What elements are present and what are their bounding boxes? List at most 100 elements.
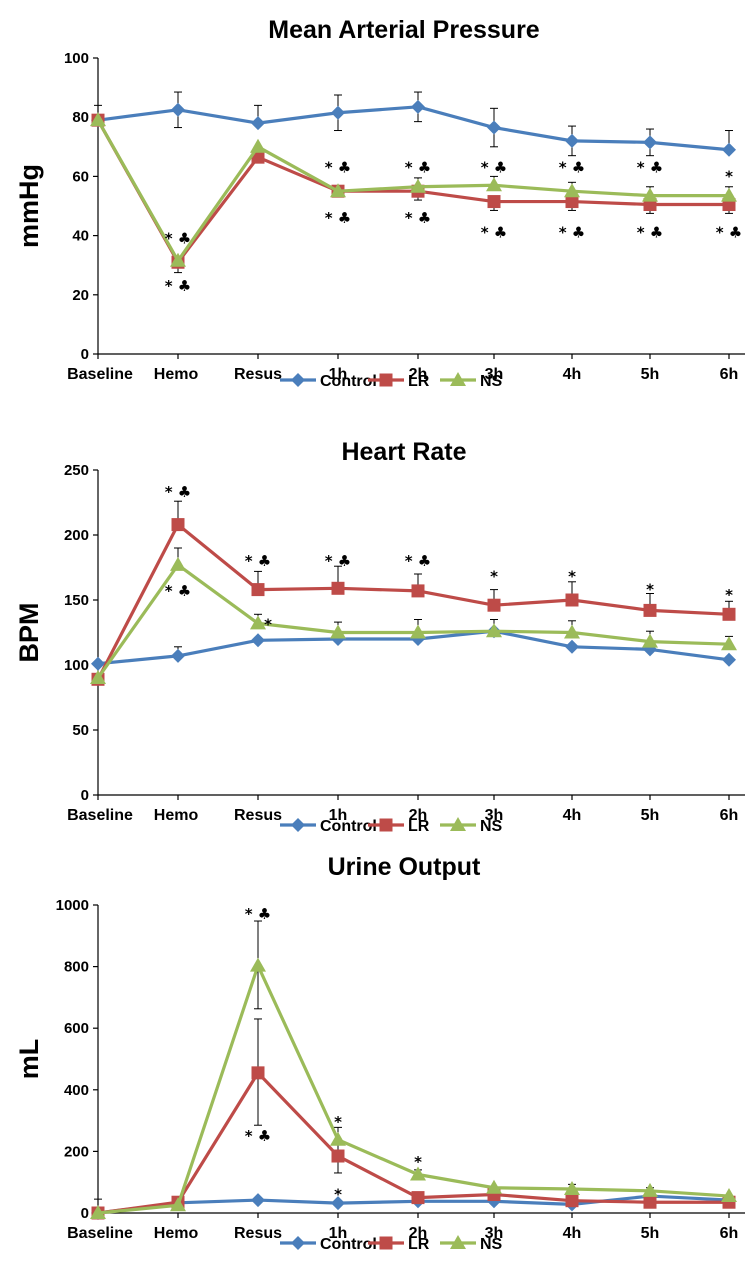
chart-title: Mean Arterial Pressure <box>268 16 540 44</box>
data-point-ns <box>486 1179 502 1194</box>
data-point-control <box>565 133 579 148</box>
y-axis-label: BPM <box>14 603 44 663</box>
data-point-lr <box>411 1191 425 1205</box>
x-tick-label: Resus <box>234 366 282 383</box>
data-point-control <box>171 102 185 117</box>
significance-marker: * ♣ <box>405 159 432 177</box>
significance-marker: * <box>414 1153 422 1171</box>
data-point-ns <box>90 112 106 127</box>
data-point-lr <box>331 1149 345 1163</box>
x-tick-label: 1h <box>329 807 348 824</box>
y-tick-label: 0 <box>81 346 89 363</box>
x-tick-label: Baseline <box>67 366 133 383</box>
x-tick-label: 2h <box>409 366 428 383</box>
y-axis-label: mmHg <box>14 164 44 248</box>
significance-marker: * ♣ <box>637 159 664 177</box>
y-tick-label: 0 <box>81 787 89 804</box>
significance-marker: * <box>264 616 272 634</box>
legend-label-control: Control <box>320 818 377 835</box>
data-point-control <box>643 135 657 150</box>
data-point-ns <box>486 623 502 638</box>
legend-label-lr: LR <box>408 373 430 390</box>
data-point-ns <box>564 624 580 639</box>
significance-marker: * ♣ <box>405 552 432 570</box>
legend-label-ns: NS <box>480 1236 503 1253</box>
data-point-lr <box>331 581 345 595</box>
data-point-control <box>251 1193 265 1208</box>
legend-marker-ns <box>450 1235 466 1249</box>
data-point-lr <box>722 607 736 621</box>
x-tick-label: 3h <box>485 807 504 824</box>
data-point-ns <box>250 138 266 153</box>
y-tick-label: 0 <box>81 1205 89 1222</box>
x-tick-label: Hemo <box>154 366 199 383</box>
data-point-ns <box>250 615 266 630</box>
data-point-control <box>171 648 185 663</box>
data-point-lr <box>487 195 501 209</box>
legend: Control LR NS <box>280 817 503 835</box>
data-point-ns <box>330 1131 346 1146</box>
significance-marker: * <box>490 568 498 586</box>
significance-marker: * ♣ <box>481 224 508 242</box>
x-tick-label: 4h <box>563 366 582 383</box>
data-point-control <box>331 105 345 120</box>
y-tick-label: 50 <box>72 722 89 739</box>
y-tick-label: 800 <box>64 959 89 976</box>
data-point-ns <box>250 957 266 972</box>
data-point-ns <box>564 183 580 198</box>
data-point-control <box>91 656 105 671</box>
significance-marker: * ♣ <box>245 552 272 570</box>
significance-marker: * <box>725 586 733 604</box>
data-point-lr <box>643 1195 657 1209</box>
chart-2: Heart Rate BPM 0 50 100 150 200 250 Baseline Hemo… <box>14 438 745 835</box>
data-point-ns <box>486 177 502 192</box>
y-axis-label: mL <box>14 1039 44 1080</box>
y-tick-label: 1000 <box>56 897 89 914</box>
data-point-ns <box>410 178 426 193</box>
significance-marker: * ♣ <box>165 230 192 248</box>
significance-marker: * ♣ <box>716 224 743 242</box>
data-point-lr <box>251 1066 265 1080</box>
significance-marker: * ♣ <box>325 209 352 227</box>
legend-label-control: Control <box>320 373 377 390</box>
data-point-ns <box>170 556 186 571</box>
x-tick-label: 3h <box>485 1225 504 1242</box>
chart-1: Mean Arterial Pressure mmHg 0 20 40 60 80 100 Ba… <box>14 16 745 390</box>
series-line-ns <box>96 563 730 679</box>
significance-marker: * ♣ <box>165 483 192 501</box>
data-point-control <box>722 142 736 157</box>
data-point-control <box>565 639 579 654</box>
legend-label-ns: NS <box>480 373 503 390</box>
significance-marker: * ♣ <box>637 224 664 242</box>
x-tick-label: Hemo <box>154 1225 199 1242</box>
data-point-ns <box>170 1197 186 1212</box>
legend-marker-ns <box>450 372 466 386</box>
data-point-control <box>722 652 736 667</box>
y-tick-label: 40 <box>72 228 89 245</box>
x-tick-label: 3h <box>485 366 504 383</box>
y-tick-label: 200 <box>64 527 89 544</box>
x-tick-label: 5h <box>641 807 660 824</box>
significance-marker: * <box>334 1186 342 1204</box>
legend-marker-control <box>291 373 305 387</box>
data-point-ns <box>642 633 658 648</box>
x-tick-label: 4h <box>563 1225 582 1242</box>
x-tick-label: Baseline <box>67 807 133 824</box>
significance-marker: * ♣ <box>481 159 508 177</box>
chart-title: Urine Output <box>328 853 481 881</box>
y-tick-label: 60 <box>72 168 89 185</box>
data-point-control <box>251 633 265 648</box>
x-tick-label: 5h <box>641 1225 660 1242</box>
legend: Control LR NS <box>280 372 503 390</box>
legend: Control LR NS <box>280 1235 503 1253</box>
data-point-control <box>487 120 501 135</box>
data-point-lr <box>565 1194 579 1208</box>
data-point-lr <box>171 518 185 532</box>
y-tick-label: 400 <box>64 1082 89 1099</box>
chart-3: Urine Output mL 0 200 400 600 800 1000 Baseline H… <box>14 853 745 1253</box>
data-point-ns <box>721 187 737 202</box>
data-point-ns <box>721 1188 737 1203</box>
data-point-ns <box>564 1180 580 1195</box>
x-tick-label: Hemo <box>154 807 199 824</box>
x-tick-label: Baseline <box>67 1225 133 1242</box>
